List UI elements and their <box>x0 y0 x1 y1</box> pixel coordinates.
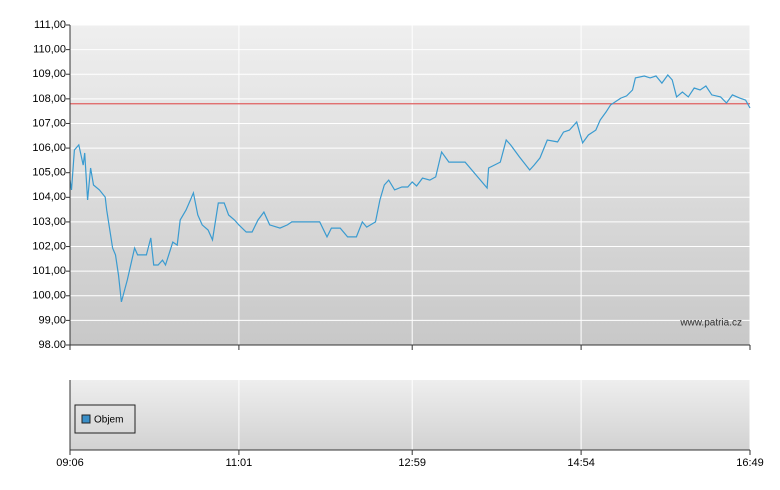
legend-box <box>74 404 136 434</box>
y-tick-label: 108,00 <box>32 93 66 105</box>
y-tick-label: 103,00 <box>32 216 66 228</box>
price-line <box>69 74 751 303</box>
watermark: www.patria.cz <box>679 318 742 329</box>
y-tick-label: 102,00 <box>32 240 66 252</box>
x-tick-label: 16:49 <box>736 457 764 469</box>
y-tick-label: 104,00 <box>32 191 66 203</box>
y-tick-label: 99,00 <box>38 314 66 326</box>
y-tick-label: 100,00 <box>32 290 66 302</box>
legend-swatch <box>81 414 91 424</box>
y-tick-label: 111,00 <box>34 19 66 31</box>
x-tick-label: 09:06 <box>56 457 84 469</box>
x-tick-label: 11:01 <box>226 457 253 469</box>
y-tick-label: 105,00 <box>32 167 66 179</box>
y-tick-label: 106,00 <box>32 142 66 154</box>
y-tick-label: 109,00 <box>32 68 66 80</box>
x-tick-label: 12:59 <box>398 457 426 469</box>
y-tick-label: 101,00 <box>32 265 66 277</box>
y-tick-label: 107,00 <box>32 117 66 129</box>
volume-area <box>70 380 750 450</box>
y-tick-label: 110,00 <box>33 44 66 56</box>
x-tick-label: 14:54 <box>567 457 595 469</box>
y-tick-label: 98.00 <box>38 339 66 351</box>
legend-label: Objem <box>94 415 123 426</box>
